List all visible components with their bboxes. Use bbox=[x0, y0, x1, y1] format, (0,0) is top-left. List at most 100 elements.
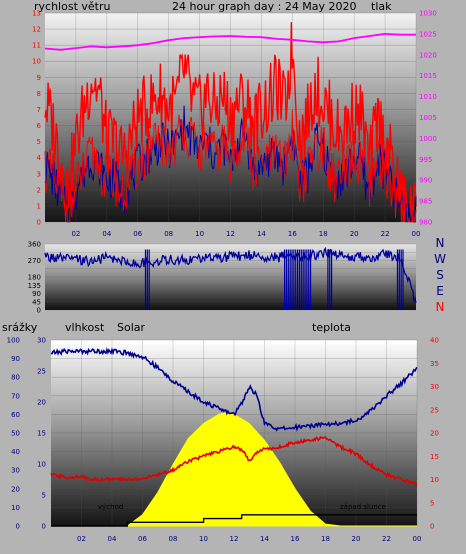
sunset-label: západ slunce bbox=[340, 503, 386, 511]
humidity-axis-label: vlhkost bbox=[65, 321, 105, 334]
temperature-y-tick: 5 bbox=[430, 499, 434, 507]
temperature-line bbox=[50, 436, 418, 486]
wind-x-tick: 22 bbox=[381, 230, 390, 238]
data-marks bbox=[44, 22, 418, 527]
direction-y-tick: 135 bbox=[28, 282, 41, 290]
compass-label: N bbox=[436, 300, 445, 314]
wind-x-tick: 00 bbox=[412, 230, 421, 238]
humidity-x-tick: 06 bbox=[138, 535, 147, 543]
pressure-y-tick: 980 bbox=[419, 219, 432, 227]
compass-label: E bbox=[436, 284, 444, 298]
direction-y-tick: 180 bbox=[28, 274, 41, 282]
pressure-axis-label: tlak bbox=[371, 0, 392, 13]
temperature-y-tick: 25 bbox=[430, 406, 439, 414]
temperature-y-tick: 0 bbox=[430, 523, 434, 531]
precip-y-tick: 40 bbox=[11, 448, 20, 456]
precip-y-tick: 80 bbox=[11, 374, 20, 382]
wind-y-tick: 4 bbox=[37, 154, 42, 162]
wind-y-tick: 10 bbox=[32, 58, 41, 66]
wind-y-tick: 7 bbox=[37, 106, 41, 114]
precip-y-tick: 100 bbox=[7, 337, 20, 345]
humidity-x-tick: 00 bbox=[413, 535, 422, 543]
chart-title: 24 hour graph day : 24 May 2020 bbox=[172, 0, 357, 13]
direction-y-tick: 360 bbox=[28, 241, 41, 249]
wind-x-tick: 20 bbox=[350, 230, 359, 238]
pressure-line bbox=[44, 32, 416, 51]
wind-y-tick: 2 bbox=[37, 186, 41, 194]
direction-y-tick: 0 bbox=[37, 307, 41, 315]
solar-axis-label: Solar bbox=[117, 321, 146, 334]
temperature-axis-label: teplota bbox=[312, 321, 351, 334]
wind-x-tick: 08 bbox=[164, 230, 173, 238]
humidity-x-tick: 02 bbox=[77, 535, 86, 543]
wind-y-tick: 5 bbox=[37, 138, 41, 146]
humidity-x-tick: 20 bbox=[352, 535, 361, 543]
humidity-y-tick: 30 bbox=[37, 337, 46, 345]
precip-y-tick: 50 bbox=[11, 430, 20, 438]
tick-labels: 0123456789101112139809859909951000100510… bbox=[7, 10, 446, 544]
wind-x-tick: 16 bbox=[288, 230, 297, 238]
wind-y-tick: 11 bbox=[32, 42, 41, 50]
wind-x-tick: 14 bbox=[257, 230, 266, 238]
precip-y-tick: 60 bbox=[11, 411, 20, 419]
wind-y-tick: 6 bbox=[37, 122, 42, 130]
humidity-y-tick: 10 bbox=[37, 461, 46, 469]
humidity-x-tick: 10 bbox=[199, 535, 208, 543]
humidity-y-tick: 25 bbox=[37, 368, 46, 376]
wind-speed-red-line bbox=[44, 109, 417, 223]
pressure-y-tick: 995 bbox=[419, 156, 432, 164]
pressure-y-tick: 1015 bbox=[419, 72, 437, 80]
humidity-x-tick: 12 bbox=[230, 535, 239, 543]
wind-x-tick: 12 bbox=[226, 230, 235, 238]
temperature-y-tick: 10 bbox=[430, 476, 439, 484]
pressure-y-tick: 1000 bbox=[419, 135, 437, 143]
wind-y-tick: 13 bbox=[32, 10, 41, 18]
wind-y-tick: 3 bbox=[37, 170, 41, 178]
temperature-y-tick: 40 bbox=[430, 337, 439, 345]
precip-axis-label: srážky bbox=[2, 321, 38, 334]
humidity-x-tick: 08 bbox=[169, 535, 178, 543]
pressure-y-tick: 1010 bbox=[419, 93, 437, 101]
pressure-y-tick: 1025 bbox=[419, 30, 437, 38]
wind-speed-line bbox=[44, 105, 417, 223]
humidity-y-tick: 15 bbox=[37, 430, 46, 438]
precip-y-tick: 90 bbox=[11, 355, 20, 363]
pressure-y-tick: 1030 bbox=[419, 10, 437, 18]
wind-x-tick: 02 bbox=[71, 230, 80, 238]
wind-y-tick: 8 bbox=[37, 90, 41, 98]
temperature-y-tick: 30 bbox=[430, 383, 439, 391]
precip-y-tick: 10 bbox=[11, 504, 20, 512]
compass-label: S bbox=[436, 268, 444, 282]
wind-y-tick: 12 bbox=[32, 26, 41, 34]
pressure-y-tick: 990 bbox=[419, 177, 432, 185]
pressure-y-tick: 1005 bbox=[419, 114, 437, 122]
temperature-y-tick: 35 bbox=[430, 360, 439, 368]
precip-y-tick: 20 bbox=[11, 485, 20, 493]
precip-y-tick: 30 bbox=[11, 467, 20, 475]
wind-y-tick: 1 bbox=[37, 202, 41, 210]
temperature-y-tick: 20 bbox=[430, 430, 439, 438]
wind-x-tick: 18 bbox=[319, 230, 328, 238]
humidity-x-tick: 16 bbox=[291, 535, 300, 543]
direction-y-tick: 270 bbox=[28, 257, 41, 265]
wind-y-tick: 0 bbox=[37, 219, 41, 227]
wind-direction-line bbox=[44, 246, 417, 304]
wind-y-tick: 9 bbox=[37, 74, 41, 82]
compass-label: W bbox=[434, 252, 446, 266]
sunrise-label: východ bbox=[98, 503, 123, 511]
direction-y-tick: 90 bbox=[32, 290, 41, 298]
humidity-x-tick: 14 bbox=[260, 535, 269, 543]
precip-line bbox=[51, 514, 417, 527]
pressure-y-tick: 1020 bbox=[419, 51, 437, 59]
pressure-y-tick: 985 bbox=[419, 198, 432, 206]
wind-x-tick: 10 bbox=[195, 230, 204, 238]
wind-x-tick: 04 bbox=[102, 230, 111, 238]
humidity-y-tick: 0 bbox=[42, 523, 46, 531]
wind-axis-label: rychlost větru bbox=[34, 0, 110, 13]
precip-y-tick: 70 bbox=[11, 392, 20, 400]
humidity-x-tick: 22 bbox=[382, 535, 391, 543]
direction-y-tick: 45 bbox=[32, 298, 41, 306]
precip-y-tick: 0 bbox=[16, 523, 20, 531]
